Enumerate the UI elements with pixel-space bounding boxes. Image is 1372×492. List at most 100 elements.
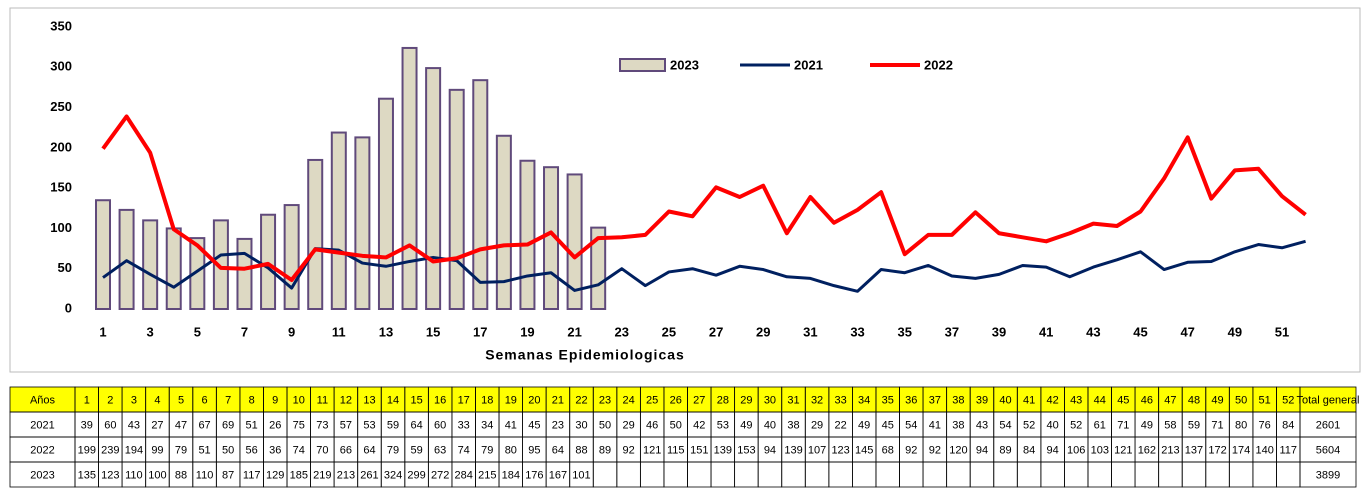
table-value: 80 xyxy=(505,444,517,456)
table-value: 33 xyxy=(458,419,470,431)
table-header: 17 xyxy=(458,394,470,406)
table-header: 23 xyxy=(599,394,611,406)
x-tick-label: 43 xyxy=(1086,324,1100,339)
table-cell xyxy=(1276,461,1301,488)
table-cell xyxy=(852,461,877,488)
table-cell xyxy=(875,461,900,488)
table-cell xyxy=(757,461,783,488)
table-header: 8 xyxy=(249,394,255,406)
table-value: 167 xyxy=(549,469,567,481)
x-tick-label: 21 xyxy=(567,324,581,339)
table-value: 172 xyxy=(1208,444,1226,456)
line-series xyxy=(101,114,1307,282)
table-cell xyxy=(1252,461,1277,488)
table-value: 45 xyxy=(882,419,894,431)
table-value: 74 xyxy=(458,444,470,456)
table-header: 50 xyxy=(1235,394,1247,406)
table-value: 66 xyxy=(340,444,352,456)
table-value: 199 xyxy=(78,444,96,456)
table-cell xyxy=(1158,461,1183,488)
table-total: 2601 xyxy=(1316,419,1340,431)
x-tick-label: 3 xyxy=(147,324,154,339)
table-cell xyxy=(663,461,688,488)
legend-label: 2022 xyxy=(924,57,953,72)
table-value: 139 xyxy=(784,444,802,456)
table-value: 52 xyxy=(1023,419,1035,431)
table-value: 79 xyxy=(175,444,187,456)
table-row-label: 2021 xyxy=(30,419,54,431)
x-tick-label: 15 xyxy=(426,324,440,339)
table-header: Total general xyxy=(1297,394,1360,406)
table-value: 80 xyxy=(1235,419,1247,431)
x-tick-label: 13 xyxy=(379,324,393,339)
table-value: 69 xyxy=(222,419,234,431)
table-header: 2 xyxy=(107,394,113,406)
table-value: 213 xyxy=(337,469,355,481)
bar xyxy=(495,134,512,310)
table-header: 32 xyxy=(811,394,823,406)
bar xyxy=(236,237,253,311)
y-tick-label: 350 xyxy=(50,18,72,33)
legend-swatch xyxy=(619,58,666,72)
x-tick-label: 1 xyxy=(99,324,106,339)
table-value: 73 xyxy=(316,419,328,431)
table-value: 92 xyxy=(622,444,634,456)
y-tick-label: 100 xyxy=(50,220,72,235)
table-cell xyxy=(639,461,665,488)
table-value: 117 xyxy=(243,469,261,481)
table-cell xyxy=(687,461,712,488)
legend-label: 2021 xyxy=(794,57,823,72)
x-tick-label: 45 xyxy=(1133,324,1147,339)
table-value: 79 xyxy=(481,444,493,456)
x-tick-label: 49 xyxy=(1228,324,1242,339)
table-header: 42 xyxy=(1047,394,1059,406)
table-value: 30 xyxy=(575,419,587,431)
table-value: 89 xyxy=(999,444,1011,456)
table-value: 123 xyxy=(831,444,849,456)
table-value: 139 xyxy=(714,444,732,456)
table-header: 26 xyxy=(670,394,682,406)
table-value: 101 xyxy=(572,469,590,481)
table-value: 61 xyxy=(1094,419,1106,431)
table-cell xyxy=(1016,461,1042,488)
table-header: 10 xyxy=(293,394,305,406)
table-value: 49 xyxy=(1141,419,1153,431)
bar xyxy=(307,158,324,310)
table-header: 40 xyxy=(999,394,1011,406)
table-value: 88 xyxy=(575,444,587,456)
x-tick-label: 31 xyxy=(803,324,817,339)
chart-frame xyxy=(9,7,1361,373)
table-header: 20 xyxy=(528,394,540,406)
table-header: 11 xyxy=(317,394,328,406)
table-value: 29 xyxy=(622,419,634,431)
x-tick-label: 5 xyxy=(194,324,201,339)
table-header: 33 xyxy=(835,394,847,406)
table-value: 26 xyxy=(269,419,281,431)
table-value: 239 xyxy=(101,444,119,456)
x-tick-label: 7 xyxy=(241,324,248,339)
table-value: 47 xyxy=(175,419,187,431)
table-value: 79 xyxy=(387,444,399,456)
table-cell xyxy=(1087,461,1112,488)
table-value: 99 xyxy=(151,444,163,456)
bar xyxy=(448,88,465,310)
table-value: 121 xyxy=(643,444,661,456)
table-value: 162 xyxy=(1138,444,1156,456)
table-value: 153 xyxy=(737,444,755,456)
table-header: 27 xyxy=(693,394,705,406)
table-value: 95 xyxy=(528,444,540,456)
table-cell xyxy=(922,461,948,488)
table-value: 60 xyxy=(104,419,116,431)
table-value: 74 xyxy=(293,444,305,456)
table-value: 59 xyxy=(387,419,399,431)
table-header: 39 xyxy=(976,394,988,406)
table-value: 219 xyxy=(313,469,331,481)
table-value: 107 xyxy=(808,444,826,456)
legend-label: 2023 xyxy=(670,57,699,72)
y-tick-label: 150 xyxy=(50,180,72,195)
table-cell xyxy=(1181,461,1207,488)
table-header: 21 xyxy=(552,394,564,406)
bar xyxy=(377,97,394,310)
bar xyxy=(401,46,418,310)
